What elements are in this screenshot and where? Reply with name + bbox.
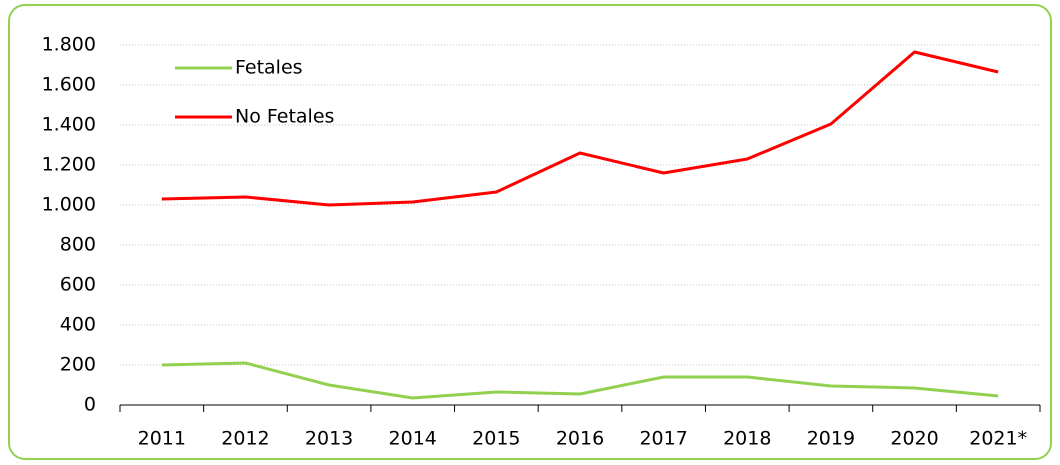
x-tick-label: 2017 (639, 428, 687, 450)
x-tick-label: 2011 (138, 428, 186, 450)
x-tick-label: 2018 (723, 428, 771, 450)
series-line (161, 50, 999, 207)
x-tick-label: 2013 (305, 428, 353, 450)
y-tick-label: 200 (60, 354, 96, 376)
x-tick-label: 2012 (221, 428, 269, 450)
x-tick-label: 2019 (807, 428, 855, 450)
x-tick-label: 2021* (969, 428, 1027, 450)
y-tick-label: 400 (60, 314, 96, 336)
y-tick-label: 1.200 (42, 154, 96, 176)
x-tick-label: 2015 (472, 428, 520, 450)
x-tick-label: 2020 (890, 428, 938, 450)
y-tick-label: 1.800 (42, 34, 96, 56)
legend-label: No Fetales (235, 106, 334, 128)
x-tick-label: 2014 (389, 428, 437, 450)
y-tick-label: 1.600 (42, 74, 96, 96)
chart-frame (8, 4, 1052, 460)
y-tick-label: 1.000 (42, 194, 96, 216)
series-line (161, 361, 999, 400)
y-tick-label: 1.400 (42, 114, 96, 136)
legend-label: Fetales (235, 57, 303, 79)
x-tick-label: 2016 (556, 428, 604, 450)
y-tick-label: 600 (60, 274, 96, 296)
y-tick-label: 0 (84, 394, 96, 416)
y-tick-label: 800 (60, 234, 96, 256)
